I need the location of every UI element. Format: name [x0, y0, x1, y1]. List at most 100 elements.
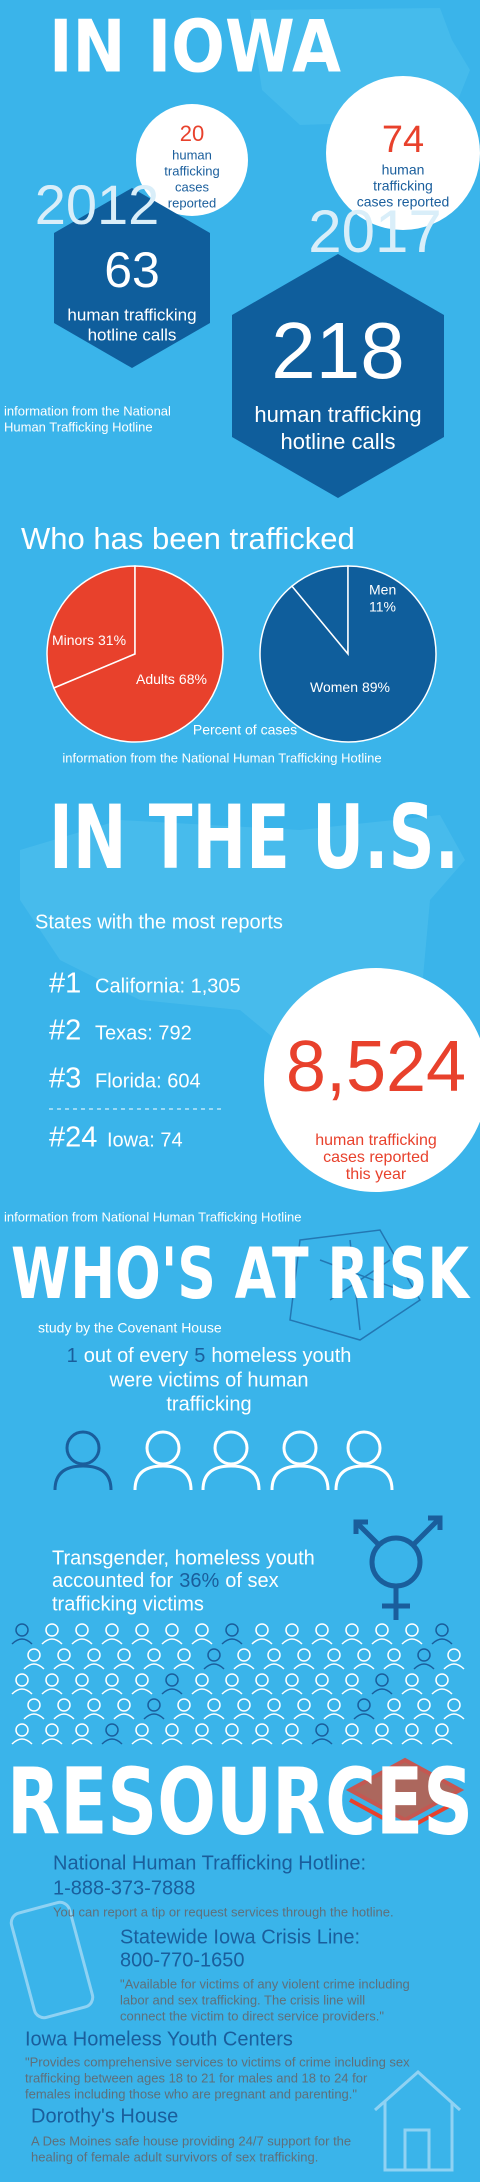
person-body: [53, 1464, 113, 1491]
state: Florida: 604: [95, 1070, 201, 1092]
crowd-body: [293, 1713, 315, 1720]
crowd-icons: [11, 1623, 465, 1745]
crowd-head: [105, 1673, 119, 1687]
crowd-body: [311, 1688, 333, 1695]
crowd-head: [447, 1648, 461, 1662]
crowd-body: [83, 1713, 105, 1720]
person-body: [270, 1464, 330, 1491]
crowd-body: [41, 1638, 63, 1645]
resource-description: trafficking between ages 18 to 21 for ma…: [25, 2070, 368, 2085]
stat-line: accounted for 36% of sex: [52, 1570, 279, 1592]
crowd-head: [435, 1673, 449, 1687]
slice-name: Adults: [136, 671, 175, 687]
crowd-head: [135, 1723, 149, 1737]
crowd-head: [15, 1673, 29, 1687]
resource-phone: 800-770-1650: [120, 1949, 245, 1971]
source: Human Trafficking Hotline: [4, 419, 153, 434]
stat-number: 8,524: [286, 1027, 466, 1107]
crowd-head: [75, 1723, 89, 1737]
stat-line: trafficking victims: [52, 1593, 204, 1615]
crowd-body: [431, 1688, 453, 1695]
crowd-body: [371, 1738, 393, 1745]
resource-description: labor and sex trafficking. The crisis li…: [120, 1992, 365, 2007]
rank: #1: [49, 968, 81, 1000]
crowd-body: [161, 1638, 183, 1645]
crowd-head: [375, 1623, 389, 1637]
crowd-body: [203, 1713, 225, 1720]
crowd-body: [371, 1638, 393, 1645]
resource-description: "Available for victims of any violent cr…: [120, 1976, 410, 1991]
crowd-head: [237, 1648, 251, 1662]
crowd-body: [71, 1638, 93, 1645]
pie-label: Minors 31%: [52, 632, 126, 648]
crowd-body: [191, 1638, 213, 1645]
crowd-head: [417, 1698, 431, 1712]
crowd-head: [27, 1648, 41, 1662]
highlight: 1: [67, 1345, 78, 1367]
crowd-body: [413, 1713, 435, 1720]
crowd-head: [225, 1723, 239, 1737]
section-title: RESOURCES: [7, 1748, 473, 1855]
pie-slice: [46, 565, 136, 689]
state: Iowa: 74: [107, 1129, 183, 1151]
crowd-head: [105, 1623, 119, 1637]
crowd-body: [383, 1713, 405, 1720]
stat-label: cases reported: [357, 194, 450, 210]
stat-line: were victims of human: [109, 1369, 309, 1391]
house-icon: [374, 2069, 462, 2172]
crowd-body: [281, 1738, 303, 1745]
pie-label: Adults 68%: [136, 671, 207, 687]
year: 2017: [308, 198, 441, 265]
crowd-body: [401, 1738, 423, 1745]
crowd-head: [405, 1723, 419, 1737]
stat-line: 1 out of every 5 homeless youth: [67, 1345, 352, 1367]
bubble: [264, 968, 480, 1192]
crowd-body: [443, 1713, 465, 1720]
crowd-body: [401, 1638, 423, 1645]
resource-description: A Des Moines safe house providing 24/7 s…: [31, 2133, 351, 2148]
stat-label: reported: [168, 195, 216, 210]
stat-label: human: [172, 147, 212, 162]
crowd-body: [251, 1688, 273, 1695]
crowd-body: [83, 1663, 105, 1670]
crowd-body: [371, 1688, 393, 1695]
crowd-body: [221, 1688, 243, 1695]
crowd-head: [177, 1648, 191, 1662]
person-head: [213, 1430, 249, 1466]
state: Texas: 792: [95, 1022, 192, 1044]
crowd-head: [375, 1723, 389, 1737]
crowd-head: [225, 1623, 239, 1637]
text: homeless youth: [211, 1345, 351, 1367]
pie-label: Women 89%: [310, 679, 390, 695]
crowd-head: [225, 1673, 239, 1687]
crowd-body: [323, 1663, 345, 1670]
crowd-body: [113, 1713, 135, 1720]
text: of sex: [225, 1570, 278, 1592]
slice-value: 31%: [98, 632, 126, 648]
crowd-body: [431, 1638, 453, 1645]
stat-line: Transgender, homeless youth: [52, 1547, 315, 1569]
crowd-head: [267, 1648, 281, 1662]
crowd-head: [255, 1723, 269, 1737]
crowd-head: [375, 1673, 389, 1687]
crowd-body: [263, 1663, 285, 1670]
stat-number: 63: [104, 242, 160, 298]
crowd-head: [315, 1673, 329, 1687]
crowd-body: [71, 1688, 93, 1695]
resource-name: Statewide Iowa Crisis Line:: [120, 1926, 360, 1948]
crowd-body: [383, 1663, 405, 1670]
crowd-head: [207, 1648, 221, 1662]
person-head: [65, 1430, 101, 1466]
crowd-head: [45, 1623, 59, 1637]
crowd-body: [353, 1713, 375, 1720]
stat-label: trafficking: [164, 163, 219, 178]
crowd-body: [11, 1688, 33, 1695]
stat-label: human trafficking: [254, 402, 421, 427]
crowd-body: [413, 1663, 435, 1670]
crowd-body: [143, 1663, 165, 1670]
subtitle: States with the most reports: [35, 911, 283, 933]
source: information from National Human Traffick…: [4, 1209, 301, 1224]
crowd-body: [341, 1638, 363, 1645]
stat-label: human trafficking: [67, 305, 196, 324]
